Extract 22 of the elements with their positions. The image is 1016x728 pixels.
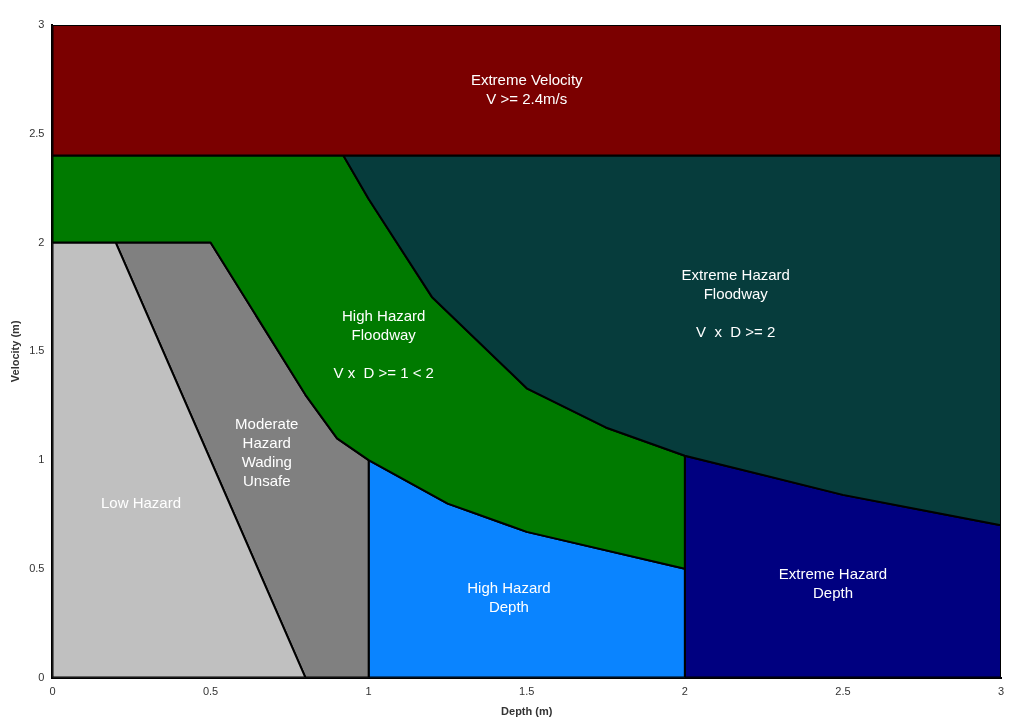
x-tick-label: 2.5	[835, 685, 851, 698]
y-tick-label: 1	[38, 453, 45, 466]
series-label: High Hazard Depth	[467, 578, 551, 615]
y-axis-title: Velocity (m)	[8, 320, 21, 383]
series-label: Moderate Hazard Wading Unsafe	[235, 415, 299, 490]
series-label: Extreme Velocity V >= 2.4m/s	[470, 70, 584, 107]
y-tick-label: 2.5	[29, 126, 45, 139]
y-tick-label: 0.5	[29, 561, 45, 574]
x-tick-label: 2	[681, 685, 688, 698]
series-label: Low Hazard	[101, 493, 182, 511]
y-tick-label: 3	[38, 18, 45, 31]
x-tick-label: 0	[49, 685, 56, 698]
y-tick-label: 1.5	[29, 344, 45, 357]
x-tick-label: 3	[997, 685, 1005, 698]
x-axis-title: Depth (m)	[501, 705, 553, 718]
y-tick-label: 0	[38, 670, 45, 683]
y-tick-label: 2	[38, 235, 45, 248]
text: Extreme Hazard Floodway V x D >= 2	[681, 265, 790, 340]
text: High Hazard Floodway V x D >= 1 < 2	[333, 306, 434, 381]
x-tick-label: 1.5	[519, 685, 535, 698]
x-tick-label: 0.5	[202, 685, 219, 698]
x-tick-label: 1	[365, 685, 372, 698]
